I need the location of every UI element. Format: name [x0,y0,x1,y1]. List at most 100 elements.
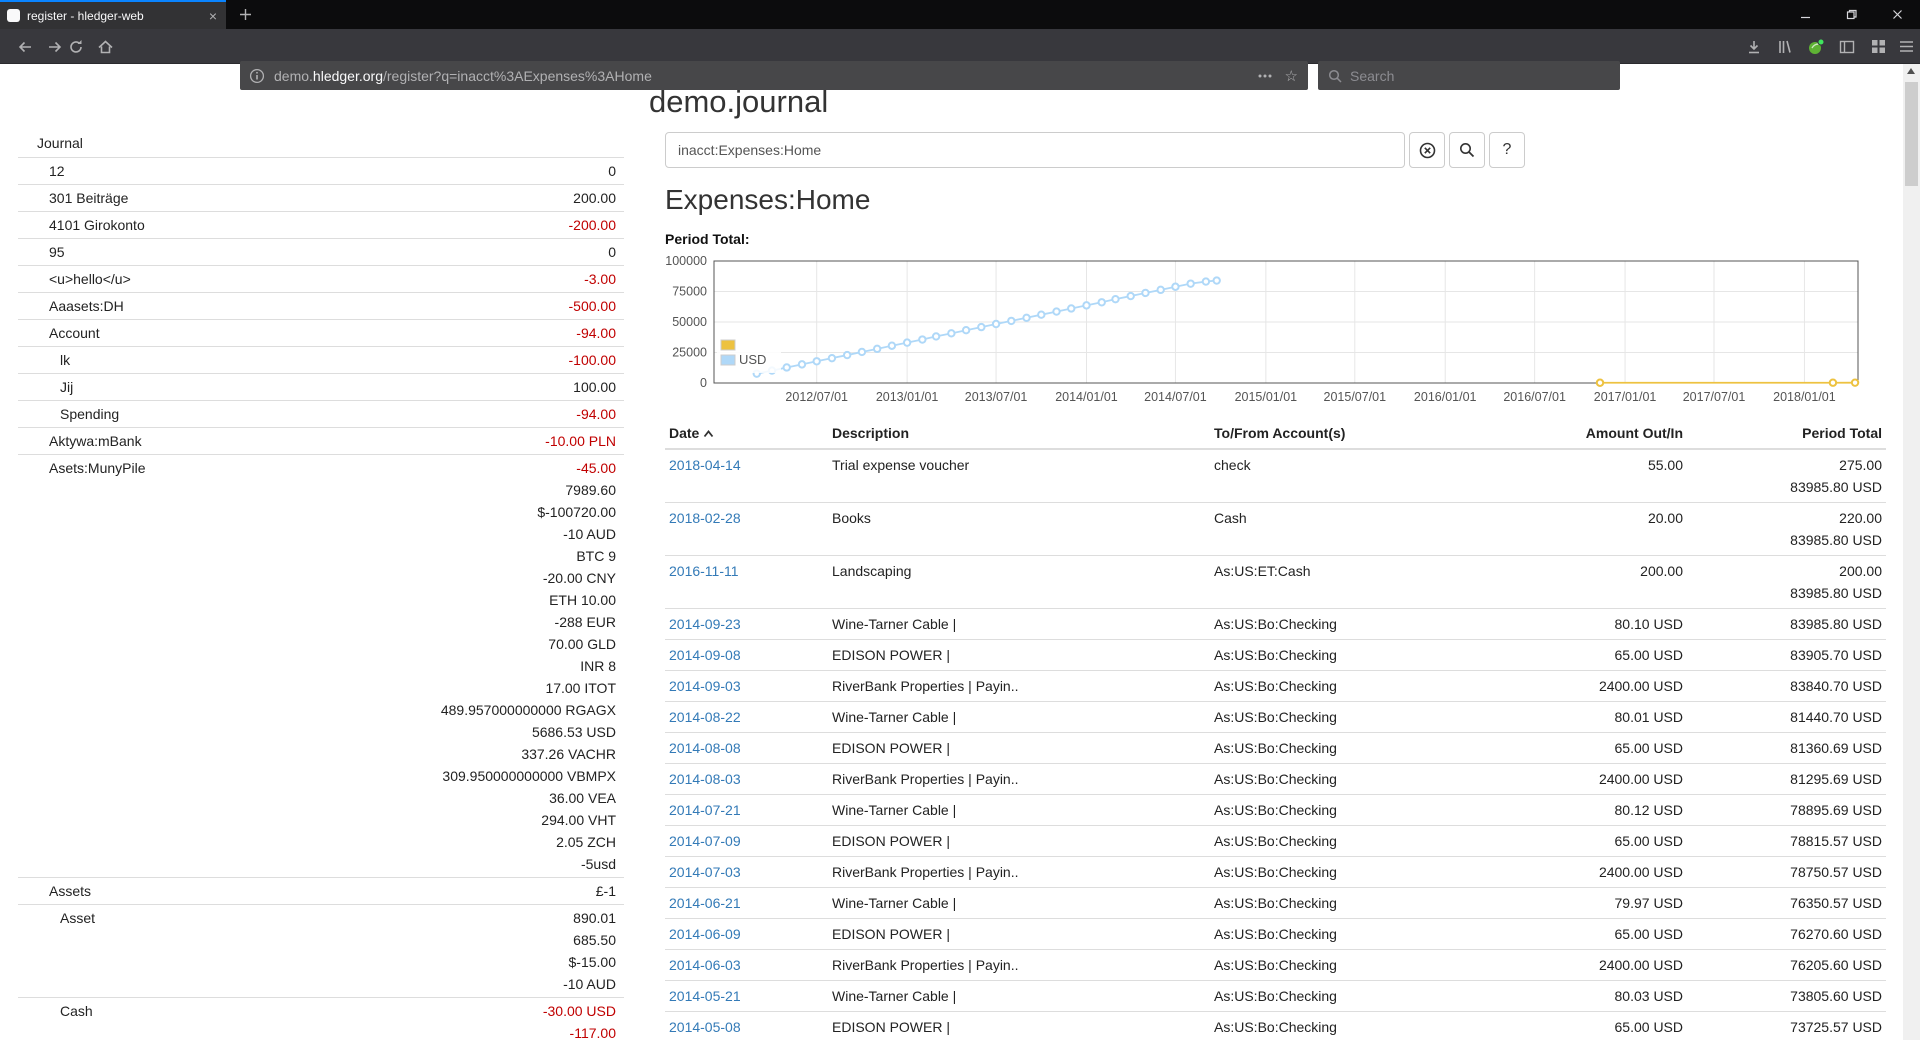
register-period-total: 220.00 83985.80 USD [1687,502,1886,556]
scrollbar-thumb[interactable] [1905,82,1918,186]
sidebar-toggle-button[interactable] [1833,34,1861,59]
sidebar-account-row: Aktywa:mBank -10.00 PLN [18,427,624,454]
register-description: Wine-Tarner Cable | [828,887,1210,919]
account-balance: -30.00 USD -117.00 [542,1003,616,1041]
column-header-period-total: Period Total [1687,418,1886,450]
account-link[interactable]: Spending [60,406,120,422]
browser-search-bar[interactable]: Search [1318,61,1620,90]
apps-grid-button[interactable] [1864,34,1892,59]
account-balance: 200.00 [573,190,616,206]
forward-button[interactable] [42,34,68,59]
register-amount: 79.97 USD [1510,887,1687,919]
account-link[interactable]: Assets [49,883,92,899]
account-link[interactable]: Aktywa:mBank [49,433,142,449]
home-button[interactable] [92,34,118,59]
library-button[interactable] [1771,34,1799,59]
account-link[interactable]: Asets:MunyPile [49,460,146,476]
account-balance: -500.00 [568,298,616,314]
window-minimize-button[interactable] [1782,0,1828,29]
bookmark-star-icon[interactable]: ☆ [1284,67,1298,85]
minimize-icon [1800,16,1810,19]
clear-query-button[interactable] [1409,132,1445,168]
site-info-icon[interactable] [240,68,274,84]
page-scrollbar[interactable] [1903,64,1920,1040]
register-date-link[interactable]: 2014-08-22 [669,709,741,725]
svg-text:50000: 50000 [672,315,707,329]
register-date-link[interactable]: 2014-06-09 [669,926,741,942]
search-placeholder: Search [1350,67,1395,84]
register-date-link[interactable]: 2014-06-21 [669,895,741,911]
register-period-total: 78750.57 USD [1687,856,1886,888]
register-account: As:US:Bo:Checking [1210,825,1510,857]
account-link[interactable]: lk [60,352,71,368]
register-date-link[interactable]: 2014-09-03 [669,678,741,694]
help-button[interactable]: ? [1489,132,1525,168]
register-description: Books [828,502,1210,556]
register-date-link[interactable]: 2014-07-09 [669,833,741,849]
account-link[interactable]: Cash [60,1003,93,1019]
svg-text:75000: 75000 [672,285,707,299]
register-date-cell: 2014-09-23 [665,608,828,640]
register-date-link[interactable]: 2014-05-08 [669,1019,741,1035]
query-input[interactable] [665,132,1405,168]
register-date-link[interactable]: 2014-05-21 [669,988,741,1004]
hamburger-icon [1899,41,1913,52]
register-account: As:US:ET:Cash [1210,555,1510,609]
close-icon [1892,10,1902,19]
sidebar-account-row: lk -100.00 [18,346,624,373]
browser-tab[interactable]: register - hledger-web × [0,0,226,29]
svg-text:2014/07/01: 2014/07/01 [1144,390,1207,404]
column-header-date[interactable]: Date [665,418,828,450]
register-date-link[interactable]: 2014-08-08 [669,740,741,756]
account-link[interactable]: 95 [49,244,65,260]
register-date-link[interactable]: 2018-02-28 [669,510,741,526]
back-button[interactable] [12,34,38,59]
library-icon [1779,40,1791,53]
register-date-link[interactable]: 2014-09-23 [669,616,741,632]
period-total-label: Period Total: [665,231,750,247]
reload-button[interactable] [63,34,89,59]
register-date-link[interactable]: 2014-07-03 [669,864,741,880]
scroll-up-icon[interactable] [1907,68,1915,74]
search-icon [1328,69,1342,83]
journal-link[interactable]: Journal [37,135,83,151]
menu-button[interactable] [1892,34,1920,59]
register-date-link[interactable]: 2014-07-21 [669,802,741,818]
account-link[interactable]: Account [49,325,100,341]
register-row: 2014-09-08 EDISON POWER | As:US:Bo:Checkin… [665,639,1886,671]
register-date-cell: 2014-06-03 [665,949,828,981]
sidebar-account-row: 301 Beiträge 200.00 [18,184,624,211]
register-date-cell: 2014-07-03 [665,856,828,888]
account-link[interactable]: 12 [49,163,65,179]
account-balance: -45.00 7989.60 $-100720.00 -10 AUD BTC 9 -20.… [440,460,616,872]
register-period-total: 78815.57 USD [1687,825,1886,857]
url-bar[interactable]: demo.hledger.org/register?q=inacct%3AExp… [240,61,1308,90]
page-actions-icon[interactable] [1249,74,1281,78]
search-button[interactable] [1449,132,1485,168]
sidebar-account-row: Aaasets:DH -500.00 [18,292,624,319]
account-link[interactable]: 4101 Girokonto [49,217,145,233]
account-link[interactable]: <u>hello</u> [49,271,131,287]
register-amount: 80.10 USD [1510,608,1687,640]
register-date-link[interactable]: 2014-06-03 [669,957,741,973]
new-tab-button[interactable] [226,0,265,29]
account-link[interactable]: Asset [60,910,96,926]
register-description: EDISON POWER | [828,1011,1210,1042]
extension-button[interactable] [1802,34,1830,59]
window-close-button[interactable] [1874,0,1920,29]
register-date-link[interactable]: 2016-11-11 [669,563,739,579]
register-date-link[interactable]: 2018-04-14 [669,457,741,473]
register-amount: 20.00 [1510,502,1687,556]
account-link[interactable]: 301 Beiträge [49,190,129,206]
register-date-cell: 2014-06-09 [665,918,828,950]
register-row: 2014-08-03 RiverBank Properties | Payin..… [665,763,1886,795]
register-date-link[interactable]: 2014-09-08 [669,647,741,663]
download-button[interactable] [1740,34,1768,59]
register-description: Wine-Tarner Cable | [828,608,1210,640]
register-date-cell: 2014-05-08 [665,1011,828,1042]
account-link[interactable]: Aaasets:DH [49,298,124,314]
tab-close-icon[interactable]: × [208,7,217,24]
register-date-link[interactable]: 2014-08-03 [669,771,741,787]
account-link[interactable]: Jij [60,379,74,395]
window-restore-button[interactable] [1828,0,1874,29]
